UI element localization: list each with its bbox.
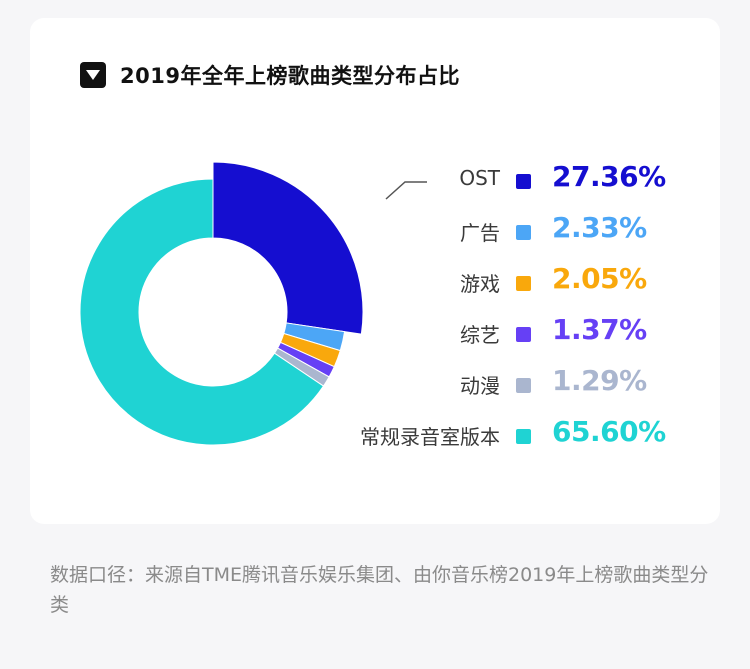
legend-label: OST bbox=[459, 166, 500, 190]
legend-label: 广告 bbox=[460, 221, 500, 245]
legend-item: 综艺 1.37% bbox=[330, 311, 690, 362]
data-source-note: 数据口径：来源自TME腾讯音乐娱乐集团、由你音乐榜2019年上榜歌曲类型分类 bbox=[50, 564, 709, 616]
donut-slice bbox=[79, 178, 325, 446]
legend-value: 2.05% bbox=[552, 262, 647, 295]
legend-label: 综艺 bbox=[460, 323, 500, 347]
legend-value: 2.33% bbox=[552, 211, 647, 244]
legend-value: 65.60% bbox=[552, 415, 666, 448]
chart-title: 2019年全年上榜歌曲类型分布占比 bbox=[120, 64, 460, 88]
legend-item: OST 27.36% bbox=[330, 158, 690, 209]
legend: OST 27.36% 广告 2.33% 游戏 2.05% 综艺 1.37% 动漫… bbox=[330, 158, 690, 464]
legend-swatch bbox=[516, 378, 531, 393]
legend-swatch bbox=[516, 174, 531, 189]
legend-label: 常规录音室版本 bbox=[360, 425, 500, 449]
legend-item: 常规录音室版本 65.60% bbox=[330, 413, 690, 464]
legend-value: 1.29% bbox=[552, 364, 647, 397]
legend-swatch bbox=[516, 276, 531, 291]
legend-item: 广告 2.33% bbox=[330, 209, 690, 260]
legend-swatch bbox=[516, 327, 531, 342]
legend-value: 1.37% bbox=[552, 313, 647, 346]
chart-header: 2019年全年上榜歌曲类型分布占比 bbox=[80, 60, 460, 90]
legend-swatch bbox=[516, 429, 531, 444]
legend-item: 游戏 2.05% bbox=[330, 260, 690, 311]
triangle-down-icon[interactable] bbox=[80, 62, 106, 88]
legend-item: 动漫 1.29% bbox=[330, 362, 690, 413]
legend-label: 游戏 bbox=[460, 272, 500, 296]
legend-value: 27.36% bbox=[552, 160, 666, 193]
donut-slice bbox=[212, 161, 364, 335]
leader-line bbox=[385, 181, 427, 200]
legend-swatch bbox=[516, 225, 531, 240]
legend-label: 动漫 bbox=[460, 374, 500, 398]
